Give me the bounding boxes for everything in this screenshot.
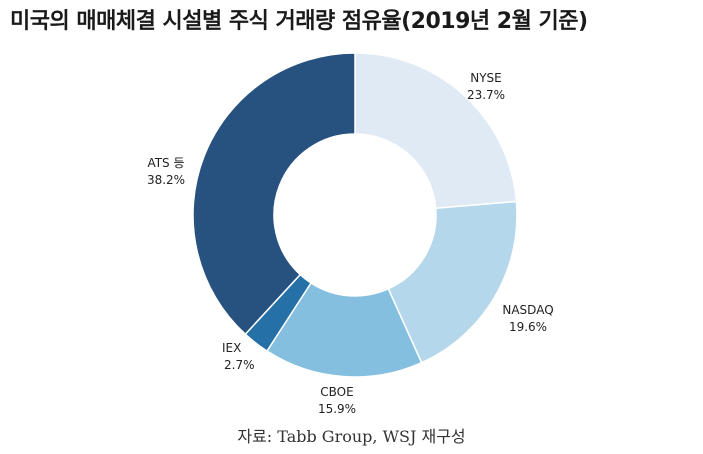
donut-slices (192, 52, 518, 378)
slice-value-label: 2.7% (224, 358, 255, 372)
slice-value-label: 15.9% (318, 402, 356, 416)
source-note: 자료: Tabb Group, WSJ 재구성 (237, 427, 466, 446)
slice-labels: NYSE 23.7% NASDAQ 19.6% CBOE 15.9% IEX 2.7% ATS … (147, 71, 554, 416)
slice-name-label: IEX (222, 341, 241, 355)
slice-name-label: NYSE (470, 71, 502, 85)
slice-nasdaq (387, 200, 518, 364)
chart-title: 미국의 매매체결 시설별 주식 거래량 점유율(2019년 2월 기준) (10, 9, 588, 34)
slice-cboe (265, 281, 423, 378)
slice-value-label: 19.6% (509, 320, 547, 334)
slice-name-label: NASDAQ (502, 303, 553, 317)
slice-value-label: 23.7% (467, 88, 505, 102)
slice-name-label: ATS 등 (147, 156, 184, 170)
slice-name-label: CBOE (320, 385, 353, 399)
slice-value-label: 38.2% (147, 173, 185, 187)
slice-nyse (354, 52, 518, 210)
slice-ats (192, 52, 356, 336)
